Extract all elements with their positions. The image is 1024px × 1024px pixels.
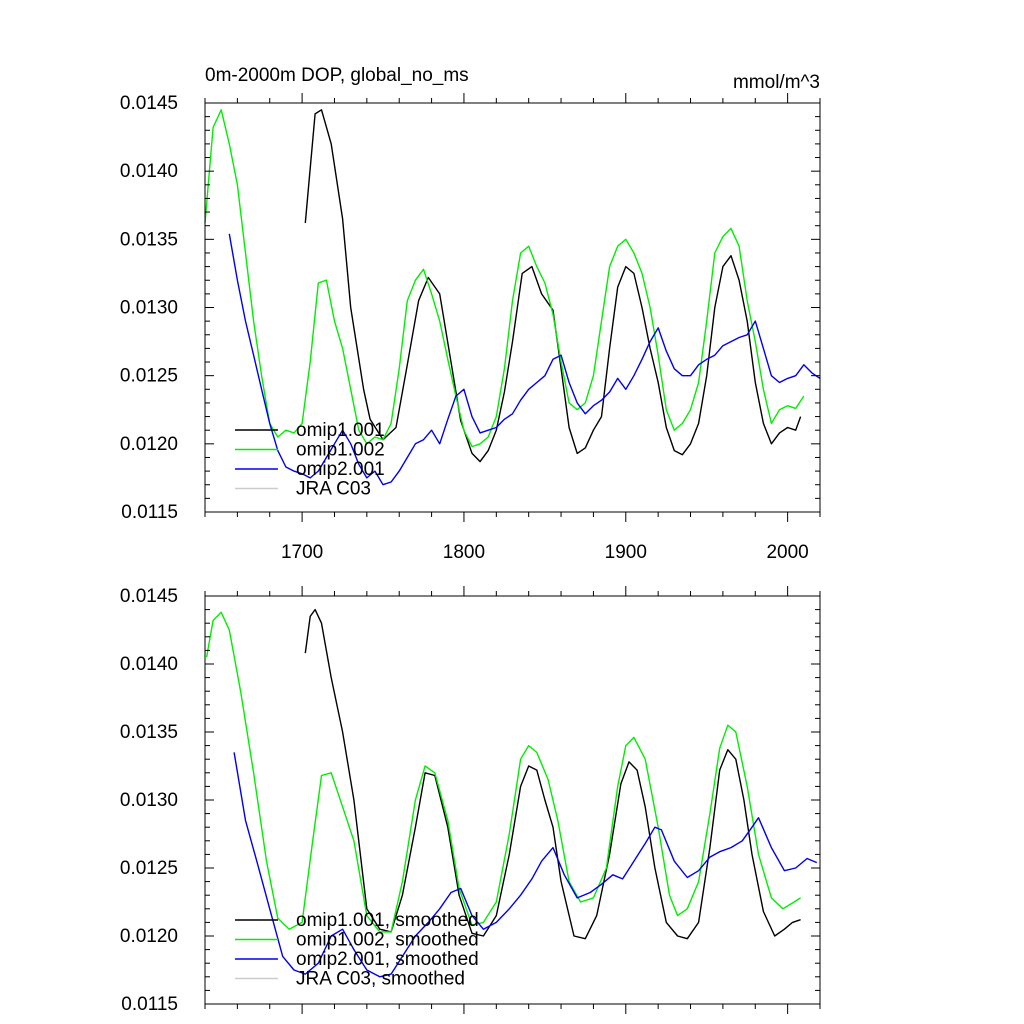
legend-label: JRA C03	[296, 479, 371, 500]
series-line-omip1-002	[204, 109, 805, 448]
series-line-omip1-002-smoothed	[205, 611, 801, 933]
chart-title: 0m-2000m DOP, global_no_ms	[205, 65, 469, 86]
x-tick-label: 2000	[766, 542, 808, 563]
legend-label: omip1.001	[296, 420, 385, 441]
x-tick-label: 1900	[605, 542, 647, 563]
units-label: mmol/m^3	[733, 72, 820, 93]
y-tick-label: 0.0125	[120, 858, 178, 879]
y-tick-label: 0.0115	[121, 994, 178, 1015]
series-line-omip2-001-smoothed	[233, 752, 818, 978]
legend-label: omip1.002	[296, 440, 385, 461]
y-tick-label: 0.0145	[120, 586, 178, 607]
series-line-omip1-001	[304, 109, 802, 463]
legend-label: JRA C03, smoothed	[296, 969, 465, 990]
y-tick-label: 0.0125	[120, 366, 178, 387]
chart-panel-1: 0.0115 0.0120 0.0125 0.0130 0.0135 0.0140 0.01…	[120, 65, 821, 563]
y-tick-label: 0.0115	[121, 502, 178, 523]
y-tick-label: 0.0135	[120, 722, 178, 743]
chart-panel-2: 0.0115 0.0120 0.0125 0.0130 0.0135 0.0140 0.01…	[120, 586, 821, 1015]
series-line-omip1-001-smoothed	[304, 608, 801, 940]
y-tick-label: 0.0140	[120, 161, 178, 182]
legend-label: omip2.001, smoothed	[296, 949, 479, 970]
y-tick-label: 0.0140	[120, 654, 178, 675]
x-tick-label: 1700	[281, 542, 323, 563]
series-line-omip2-001	[228, 233, 821, 486]
x-tick-label: 1800	[443, 542, 485, 563]
y-tick-label: 0.0145	[120, 93, 178, 114]
y-tick-label: 0.0130	[120, 298, 178, 319]
legend-label: omip1.002, smoothed	[296, 930, 479, 951]
legend-label: omip2.001	[296, 459, 385, 480]
y-tick-label: 0.0130	[120, 790, 178, 811]
y-tick-label: 0.0120	[120, 434, 178, 455]
y-tick-label: 0.0135	[120, 229, 178, 250]
legend-label: omip1.001, smoothed	[296, 910, 479, 931]
y-tick-label: 0.0120	[120, 926, 178, 947]
panels: 0.0115 0.0120 0.0125 0.0130 0.0135 0.0140 0.01…	[120, 65, 821, 1015]
